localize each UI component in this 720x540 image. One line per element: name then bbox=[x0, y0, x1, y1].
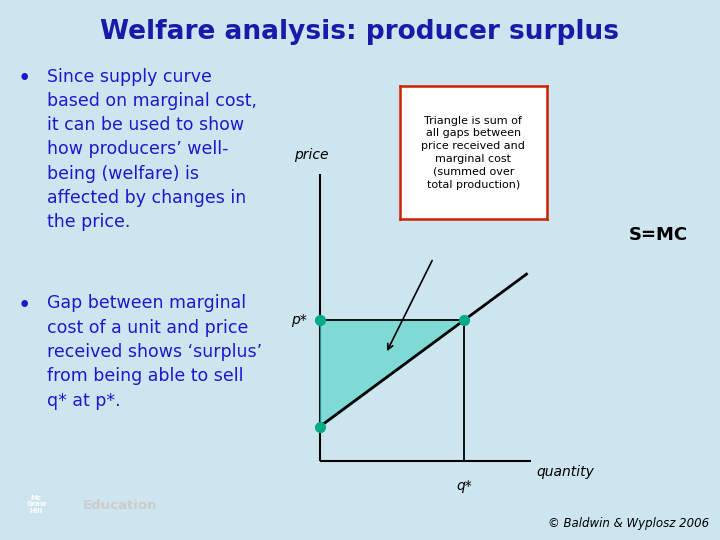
Text: •: • bbox=[18, 68, 32, 91]
Text: © Baldwin & Wyplosz 2006: © Baldwin & Wyplosz 2006 bbox=[548, 517, 709, 530]
Text: Gap between marginal
cost of a unit and price
received shows ‘surplus’
from bein: Gap between marginal cost of a unit and … bbox=[47, 294, 262, 409]
Text: Mc
Graw
Hill: Mc Graw Hill bbox=[26, 495, 47, 514]
Text: p*: p* bbox=[292, 313, 307, 327]
Text: Triangle is sum of
all gaps between
price received and
marginal cost
(summed ove: Triangle is sum of all gaps between pric… bbox=[421, 116, 526, 190]
Polygon shape bbox=[320, 320, 464, 427]
Text: price: price bbox=[294, 148, 328, 163]
Text: Education: Education bbox=[83, 500, 157, 512]
Text: q*: q* bbox=[456, 479, 472, 493]
Text: quantity: quantity bbox=[537, 465, 595, 479]
Text: Since supply curve
based on marginal cost,
it can be used to show
how producers’: Since supply curve based on marginal cos… bbox=[47, 68, 257, 231]
Text: Welfare analysis: producer surplus: Welfare analysis: producer surplus bbox=[101, 19, 619, 45]
Text: •: • bbox=[18, 294, 32, 318]
Text: S=MC: S=MC bbox=[629, 226, 688, 244]
